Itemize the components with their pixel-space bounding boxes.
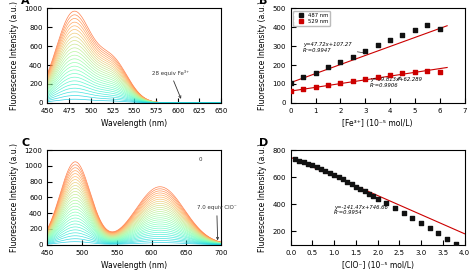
Point [348,182,356,186]
Point [411,70,419,74]
Y-axis label: Fluorescence Intensity (a.u.): Fluorescence Intensity (a.u.) [258,143,267,252]
Point [426,226,434,231]
Point [374,75,382,79]
X-axis label: [Fe³⁺] (10⁻⁵ mol/L): [Fe³⁺] (10⁻⁵ mol/L) [342,119,413,128]
Point [370,194,377,198]
Point [309,163,316,167]
Point [300,87,307,91]
Text: y=47.72x+107.27
R²=0.9947: y=47.72x+107.27 R²=0.9947 [303,42,367,54]
Point [365,192,373,196]
X-axis label: [ClO⁻] (10⁻⁵ mol/L): [ClO⁻] (10⁻⁵ mol/L) [342,261,414,270]
Y-axis label: Fluorescence Intensity (a.u.): Fluorescence Intensity (a.u.) [258,1,267,110]
Point [400,211,408,215]
Point [335,175,342,179]
Point [361,77,369,81]
Point [423,69,431,73]
Point [304,162,312,166]
Point [330,173,338,177]
X-axis label: Wavelength (nm): Wavelength (nm) [101,261,167,270]
Point [337,60,344,64]
Point [296,159,303,163]
Point [349,79,356,83]
Point [423,23,431,28]
Text: 7.0 equiv ClO⁻: 7.0 equiv ClO⁻ [197,205,237,240]
Point [436,70,444,74]
Point [322,169,329,173]
Point [300,160,308,165]
Point [391,206,399,210]
Point [287,80,294,85]
Point [411,28,419,32]
Point [349,54,356,59]
Point [313,165,320,169]
Y-axis label: Fluorescence Intensity (a.u.): Fluorescence Intensity (a.u.) [10,143,19,252]
Point [386,37,394,42]
Text: 0: 0 [199,157,202,162]
Point [386,72,394,77]
Point [452,241,460,246]
Point [312,85,319,90]
Point [399,33,406,37]
Legend: 487 nm, 529 nm: 487 nm, 529 nm [293,11,330,26]
Text: y=-141.47x+746.66
R²=0.9954: y=-141.47x+746.66 R²=0.9954 [334,205,388,215]
Point [443,236,451,241]
Point [300,75,307,80]
Point [409,216,416,220]
Point [291,157,299,162]
Point [383,201,390,206]
Text: y=19.813x+62.289
R²=0.9906: y=19.813x+62.289 R²=0.9906 [370,77,422,88]
Text: 28 equiv Fe³⁺: 28 equiv Fe³⁺ [152,70,189,98]
Point [324,83,332,88]
Point [356,187,364,191]
Point [436,27,444,31]
Point [326,171,334,175]
Text: B: B [259,0,268,6]
X-axis label: Wavelength (nm): Wavelength (nm) [101,119,167,128]
Point [435,231,442,236]
Point [312,70,319,75]
Point [374,197,382,201]
Point [287,89,294,93]
Point [374,43,382,48]
Text: A: A [21,0,30,6]
Text: C: C [21,138,29,148]
Point [337,81,344,85]
Point [318,167,325,171]
Point [361,49,369,53]
Y-axis label: Fluorescence Intensity (a.u.): Fluorescence Intensity (a.u.) [10,1,19,110]
Point [339,177,346,182]
Point [352,184,360,189]
Point [417,221,425,225]
Point [361,189,368,194]
Point [324,65,332,70]
Point [461,246,468,251]
Text: D: D [259,138,269,148]
Point [343,180,351,184]
Point [399,71,406,75]
